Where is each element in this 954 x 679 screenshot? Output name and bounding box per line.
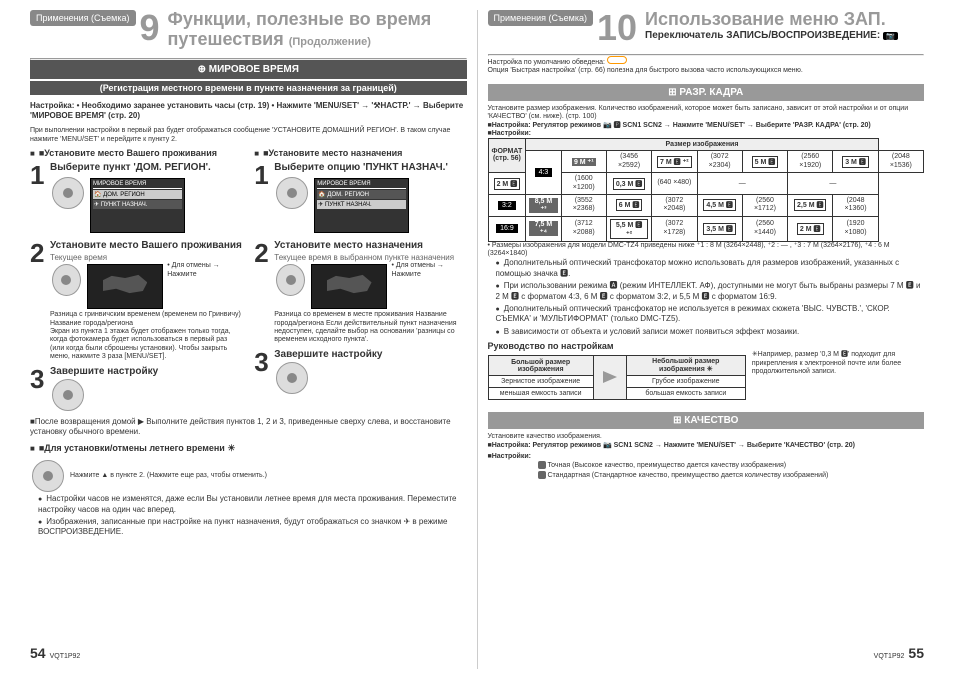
quality-settings-label: ■Настройки: xyxy=(488,453,532,460)
size-heading: ⊞ РАЗР. КАДРА xyxy=(488,84,925,101)
summer-note: Нажмите ▲ в пункте 2. (Нажмите еще раз, … xyxy=(70,472,267,480)
screen-home: МИРОВОЕ ВРЕМЯ🏠 ДОМ. РЕГИОН✈ ПУНКТ НАЗНАЧ… xyxy=(90,178,185,233)
camera-icon: 📷 xyxy=(883,32,898,40)
fine-icon xyxy=(538,461,546,469)
section-number: 9 xyxy=(140,10,160,46)
quality-heading: ⊞ КАЧЕСТВО xyxy=(488,412,925,429)
step-2b-sub: Текущее время в выбранном пункте назначе… xyxy=(274,253,466,262)
quick-note: Опция 'Быстрая настройка' (стр. 66) поле… xyxy=(488,67,925,75)
size-settings-label: ■Настройки: xyxy=(488,130,925,138)
dpad-icon xyxy=(52,264,81,296)
col1-heading: ■Установите место Вашего проживания xyxy=(30,148,242,158)
step-2b-num: 2 xyxy=(254,240,274,345)
map-dest xyxy=(311,264,387,309)
note-nb3: При использовании режима 🅰 (режим ИНТЕЛЛ… xyxy=(496,281,925,302)
quality-fine: Точная (Высокое качество, преимущество д… xyxy=(538,461,925,470)
step-2b-note: Разница со временем в месте проживания Н… xyxy=(274,311,466,345)
section-number: 10 xyxy=(597,10,637,46)
page-title: Функции, полезные во время путешествия (… xyxy=(168,10,467,50)
arrow-icon xyxy=(603,371,617,383)
after-home: ■После возвращения домой ▶ Выполните дей… xyxy=(30,417,467,438)
quality-std: Стандартная (Стандартное качество, преим… xyxy=(538,471,925,480)
map-home xyxy=(87,264,163,309)
dpad-icon xyxy=(276,264,305,296)
size-table: ФОРМАТ(стр. 56)Размер изображения 4:3 9 … xyxy=(488,138,925,241)
world-time-sub: (Регистрация местного времени в пункте н… xyxy=(30,81,467,95)
note-nb2: Дополнительный оптический трансфокатор м… xyxy=(496,258,925,279)
dpad-icon xyxy=(276,177,308,209)
screen-dest: МИРОВОЕ ВРЕМЯ🏠 ДОМ. РЕГИОН✈ ПУНКТ НАЗНАЧ… xyxy=(314,178,409,233)
step-2a-title: Установите место Вашего проживания xyxy=(50,240,242,251)
step-2a-note: Разница с гринвичским временем (временем… xyxy=(50,311,242,328)
note-b1: Настройки часов не изменятся, даже если … xyxy=(38,494,467,515)
dpad-icon xyxy=(32,460,64,492)
step-2a-note2: Экран из пункта 1 этажа будет отображен … xyxy=(50,328,242,362)
guide-note: ✳Например, размер '0,3 M 🅴' подходит для… xyxy=(752,351,924,404)
dpad-icon xyxy=(52,379,84,411)
cancel-note-a: • Для отмены → Нажмите xyxy=(167,262,242,279)
cancel-note-b: • Для отмены → Нажмите xyxy=(391,262,466,279)
page-subtitle: Переключатель ЗАПИСЬ/ВОСПРОИЗВЕДЕНИЕ: 📷 xyxy=(645,30,924,41)
col2-heading: ■Установите место назначения xyxy=(254,148,466,158)
size-desc: Установите размер изображения. Количеств… xyxy=(488,105,925,122)
page-54: Применения (Съемка) 9 Функции, полезные … xyxy=(20,10,478,669)
quality-setup: ■Настройка: Регулятор режимов 📷 SCN1 SCN… xyxy=(488,442,925,450)
guide-table: Большой размер изображенияНебольшой разм… xyxy=(488,355,746,400)
quality-desc: Установите качество изображения. xyxy=(488,433,925,441)
summer-heading: ■Для установки/отмены летнего времени ☀ xyxy=(30,443,467,454)
dpad-icon xyxy=(276,362,308,394)
page-number: 54VQT1P92 xyxy=(30,645,80,661)
step-1b-num: 1 xyxy=(254,162,274,236)
step-3a-title: Завершите настройку xyxy=(50,366,242,377)
step-1-num: 1 xyxy=(30,162,50,236)
std-icon xyxy=(538,471,546,479)
step-1a-title: Выберите пункт 'ДОМ. РЕГИОН'. xyxy=(50,162,242,173)
note-nb1: • Размеры изображения для модели DMC-TZ4… xyxy=(488,242,925,259)
note-b2: Изображения, записанные при настройке на… xyxy=(38,517,467,538)
page-number: VQT1P9255 xyxy=(874,645,924,661)
page-title: Использование меню ЗАП. xyxy=(645,10,924,30)
setup-text: Настройка: • Необходимо заранее установи… xyxy=(30,101,467,122)
step-3-num: 3 xyxy=(30,366,50,413)
world-time-heading: ⊕ МИРОВОЕ ВРЕМЯ xyxy=(30,60,467,79)
note-nb4: Дополнительный оптический трансфокатор н… xyxy=(496,304,925,325)
step-2-num: 2 xyxy=(30,240,50,361)
default-note: Настройка по умолчанию обведена: xyxy=(488,56,925,67)
dpad-icon xyxy=(52,177,84,209)
step-1b-title: Выберите опцию 'ПУНКТ НАЗНАЧ.' xyxy=(274,162,466,173)
note-nb5: В зависимости от объекта и условий запис… xyxy=(496,327,925,337)
guide-heading: Руководство по настройкам xyxy=(488,341,925,351)
header-right: Применения (Съемка) 10 Использование мен… xyxy=(488,10,925,46)
step-3b-title: Завершите настройку xyxy=(274,349,466,360)
size-setup: ■Настройка: Регулятор режимов 📷 🅿 SCN1 S… xyxy=(488,122,925,130)
app-tag: Применения (Съемка) xyxy=(30,10,136,26)
page-55: Применения (Съемка) 10 Использование мен… xyxy=(478,10,935,669)
step-2b-title: Установите место назначения xyxy=(274,240,466,251)
setup-note: При выполнении настройки в первый раз бу… xyxy=(30,127,467,144)
header-left: Применения (Съемка) 9 Функции, полезные … xyxy=(30,10,467,50)
app-tag: Применения (Съемка) xyxy=(488,10,594,26)
step-2a-sub: Текущее время xyxy=(50,253,242,262)
step-3b-num: 3 xyxy=(254,349,274,396)
